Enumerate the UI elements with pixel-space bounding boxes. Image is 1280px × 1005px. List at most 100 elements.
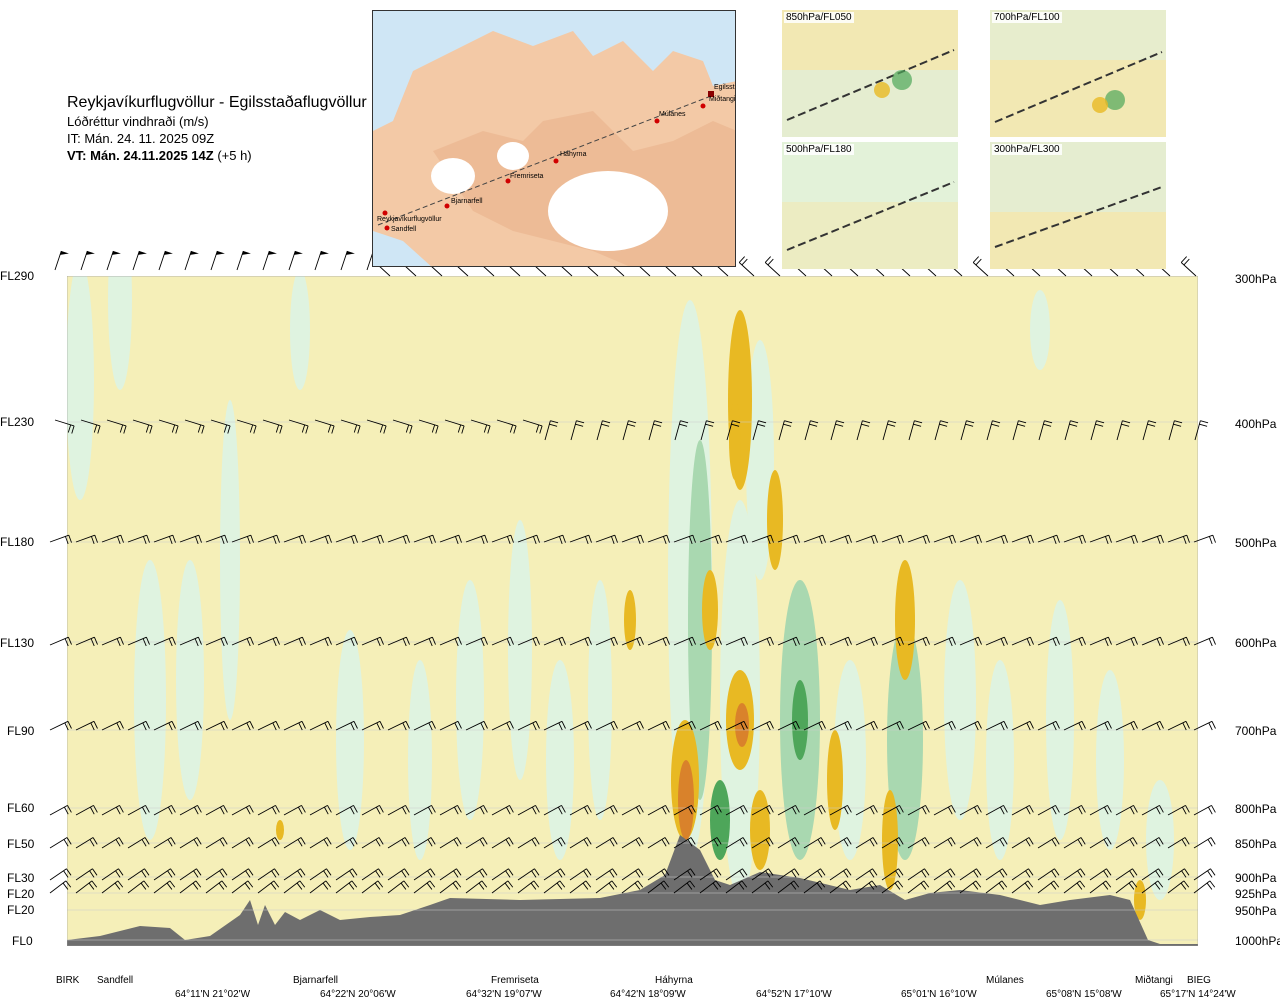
barb-feather [171,805,176,813]
barb-feather [89,870,95,878]
barb-feather [353,424,358,433]
barb-feather [168,536,173,545]
wind-barb [491,837,514,849]
wind-barb [205,636,228,647]
wind-barb [985,837,1008,849]
barb-feather [114,882,121,890]
barb-shaft [907,720,927,731]
barb-feather [67,424,72,433]
wind-barb [764,256,781,277]
barb-feather [1052,722,1057,731]
barb-feather [662,638,667,647]
wind-barb [75,636,98,647]
barb-feather [353,721,358,729]
barb-feather [379,805,384,813]
wind-barb [106,419,127,434]
wind-barb [972,256,989,277]
wind-barb [153,880,176,894]
barb-feather [835,423,844,427]
wind-barb [465,805,488,816]
barb-feather [661,839,667,847]
wind-barb [829,868,852,881]
barb-shaft [1038,420,1045,441]
barb-feather [402,536,407,545]
wind-barb [907,805,930,816]
wind-barb [543,720,566,731]
wind-barb [444,419,465,434]
barb-shaft [829,720,849,731]
barb-shaft [517,636,537,646]
coord-label: 64°32'N 19°07'W [466,989,542,1000]
wind-barb [621,880,644,894]
barb-flag [86,251,95,255]
wind-barb [1194,420,1209,441]
barb-feather [227,425,231,434]
barb-feather [379,721,384,729]
barb-feather [874,534,878,543]
wind-barb [465,720,488,731]
barb-shaft [1037,805,1056,816]
wind-barb [959,720,982,731]
barb-shaft [777,720,797,731]
barb-feather [896,536,901,545]
wind-barb [439,636,462,647]
wind-barb [1167,805,1190,816]
wind-barb [1193,636,1216,647]
barb-feather [948,638,953,647]
barb-feather [1211,805,1216,813]
wind-barb [465,534,488,545]
barb-feather [1044,420,1053,424]
barb-feather [453,839,459,847]
barb-feather [692,534,696,543]
barb-shaft [257,534,277,543]
barb-feather [1017,423,1026,427]
barb-feather [1076,882,1083,890]
barb-shaft [314,250,322,271]
wind-barb [101,837,124,849]
barb-feather [561,805,566,813]
barb-feather [559,880,566,888]
wind-barb [340,250,355,271]
hpa-label: 900hPa [1235,871,1277,885]
barb-feather [562,637,566,645]
wind-barb [231,805,254,816]
barb-feather [1082,637,1086,645]
wind-barb [699,534,722,545]
barb-feather [146,637,150,645]
wind-barb [418,419,439,434]
barb-feather [505,806,511,815]
barb-feather [141,839,147,847]
barb-shaft [387,720,407,731]
barb-shaft [1089,534,1109,543]
wind-barb [1037,534,1060,545]
wind-barb [803,534,826,545]
barb-feather [974,638,979,647]
barb-shaft [465,636,485,646]
barb-shaft [309,880,327,894]
barb-shaft [153,636,173,646]
barb-feather [140,882,147,890]
waypoint-marker [382,210,388,216]
barb-feather [172,637,176,645]
contour-moderate-down [688,440,712,800]
barb-feather [822,534,826,543]
contour-weak-down [220,400,240,720]
barb-feather [168,722,173,731]
contour-moderate-up [276,820,284,840]
barb-feather [1156,536,1161,545]
barb-shaft [439,534,459,543]
wind-barb [491,534,514,545]
barb-feather [197,721,202,729]
wind-barb [517,880,540,894]
barb-feather [793,880,800,888]
wind-barb [387,837,410,849]
barb-feather [461,425,465,434]
wind-barb [491,805,514,816]
barb-feather [1210,868,1216,876]
hpa-label: 300hPa [1235,272,1277,286]
barb-feather [783,423,792,427]
wind-barb [595,534,618,545]
wind-barb [1142,420,1157,441]
wind-barb [985,534,1008,545]
barb-feather [791,806,797,815]
